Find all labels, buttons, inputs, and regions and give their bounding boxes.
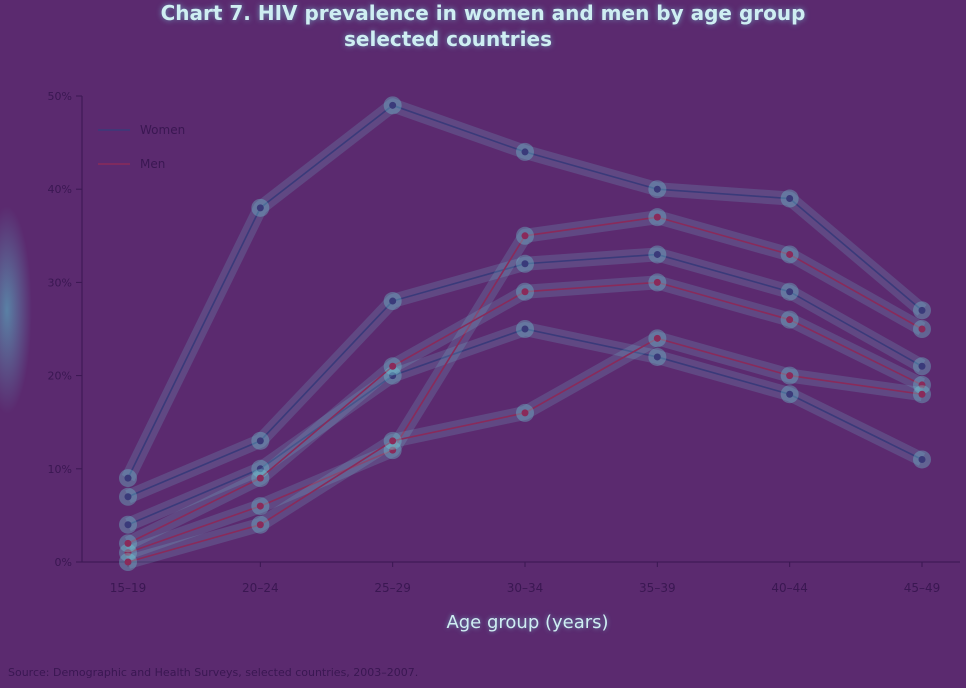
series-2 (119, 245, 931, 506)
data-point (124, 521, 132, 529)
data-point (786, 372, 794, 380)
data-point (256, 502, 264, 510)
data-point (389, 446, 397, 454)
left-decoration (0, 205, 32, 415)
series-line (127, 328, 923, 526)
x-tick-label: 35–39 (639, 581, 676, 595)
data-point (389, 101, 397, 109)
y-tick-label: 0% (55, 556, 72, 569)
series-layer (119, 96, 931, 571)
chart-title: Chart 7. HIV prevalence in women and men… (0, 0, 966, 52)
data-point (653, 185, 661, 193)
data-point (653, 334, 661, 342)
data-point (389, 297, 397, 305)
series-6 (119, 329, 931, 571)
x-axis-label: Age group (years) (446, 612, 609, 633)
data-point (521, 288, 529, 296)
legend-label: Men (140, 157, 165, 171)
data-point (786, 250, 794, 258)
data-point (653, 278, 661, 286)
y-tick-label: 10% (48, 463, 72, 476)
data-point (786, 195, 794, 203)
series-glow (125, 322, 926, 532)
data-point (124, 558, 132, 566)
x-tick-label: 20–24 (242, 581, 279, 595)
data-point (653, 353, 661, 361)
data-point (521, 409, 529, 417)
data-point (124, 549, 132, 557)
data-point (256, 204, 264, 212)
series-5 (119, 273, 931, 553)
data-point (256, 437, 264, 445)
series-1 (119, 96, 931, 488)
x-tick-label: 30–34 (507, 581, 544, 595)
data-point (389, 372, 397, 380)
data-point (124, 493, 132, 501)
chart-title-line1: Chart 7. HIV prevalence in women and men… (160, 1, 806, 25)
data-point (918, 325, 926, 333)
data-point (389, 437, 397, 445)
y-tick-label: 40% (48, 183, 72, 196)
data-point (918, 390, 926, 398)
data-point (521, 325, 529, 333)
series-3 (119, 320, 931, 534)
chart-title-line2: selected countries (344, 27, 552, 51)
data-point (124, 539, 132, 547)
source-note: Source: Demographic and Health Surveys, … (8, 666, 419, 679)
legend-label: Women (140, 123, 185, 137)
y-tick-label: 20% (48, 370, 72, 383)
chart-axes: 0% 10% 20% 30% 40% 50% 15–19 20–24 25–29 30–34 35–… (48, 90, 960, 595)
data-point (786, 316, 794, 324)
data-point (256, 465, 264, 473)
data-point (653, 250, 661, 258)
data-point (918, 362, 926, 370)
x-tick-label: 15–19 (110, 581, 147, 595)
chart-legend: Women Men (98, 123, 185, 171)
data-point (786, 288, 794, 296)
x-tick-label: 40–44 (771, 581, 808, 595)
data-point (521, 232, 529, 240)
data-point (124, 474, 132, 482)
data-point (918, 306, 926, 314)
data-point (918, 455, 926, 463)
data-point (256, 521, 264, 529)
y-tick-label: 50% (48, 90, 72, 103)
data-point (918, 381, 926, 389)
x-tick-label: 25–29 (374, 581, 411, 595)
data-point (653, 213, 661, 221)
x-tick-label: 45–49 (904, 581, 941, 595)
data-point (389, 362, 397, 370)
data-point (521, 260, 529, 268)
data-point (521, 148, 529, 156)
data-point (786, 390, 794, 398)
data-point (256, 474, 264, 482)
y-tick-label: 30% (48, 276, 72, 289)
series-4 (119, 208, 931, 562)
